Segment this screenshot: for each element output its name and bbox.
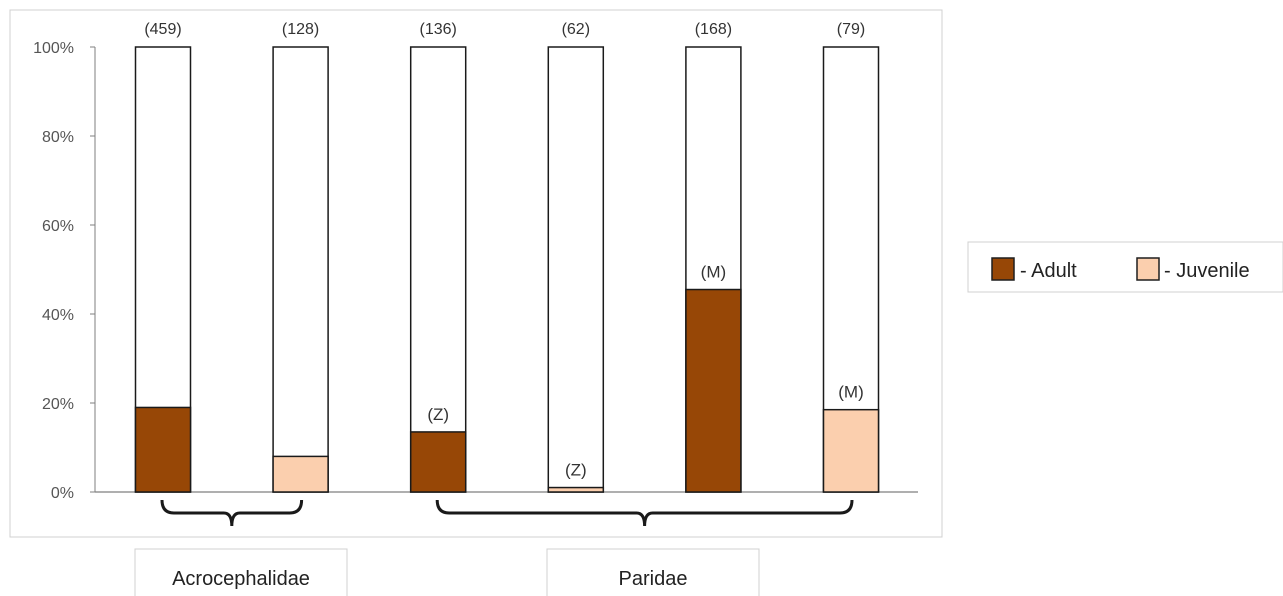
bar-fill-juvenile <box>547 486 605 493</box>
bar-fill-adult <box>409 431 467 493</box>
legend-swatch-adult <box>991 257 1015 281</box>
bars <box>134 46 880 493</box>
y-tick-label: 100% <box>33 40 74 57</box>
y-tick-label: 80% <box>42 129 74 146</box>
bar-count-label: (62) <box>562 21 590 38</box>
bar-fill-juvenile <box>822 408 880 493</box>
y-tick-label: 40% <box>42 307 74 324</box>
group-label-acrocephalidae: Acrocephalidae <box>134 548 348 596</box>
y-axis: 0% 20% 40% 60% 80% 100% <box>33 40 918 502</box>
legend-label-juvenile: - Juvenile <box>1164 260 1250 282</box>
legend-box <box>967 241 1283 293</box>
group-box-paridae <box>546 548 760 596</box>
bar-annotation: (M) <box>838 383 863 402</box>
legend-label-adult: - Adult <box>1020 260 1077 282</box>
bar-count-label: (79) <box>837 21 865 38</box>
bar-annotation: (Z) <box>565 461 587 480</box>
group-braces <box>160 499 854 527</box>
bar-count-label: (136) <box>420 21 457 38</box>
bar-background <box>547 46 605 493</box>
bar-count-label: (128) <box>282 21 319 38</box>
bar-fill-adult <box>134 406 192 493</box>
group-label-paridae: Paridae <box>546 548 760 596</box>
bar-count-label: (459) <box>144 21 181 38</box>
y-tick-label: 0% <box>51 485 74 502</box>
legend-swatch-juvenile <box>1136 257 1160 281</box>
bar-annotation: (Z) <box>427 405 449 424</box>
legend: - Adult - Juvenile <box>967 241 1283 293</box>
group-text-paridae: Paridae <box>619 568 688 590</box>
group-brace <box>160 499 304 527</box>
bar-labels: (459) (128) (136) (Z) (62) (Z) (168) (M) (79) (M) <box>144 21 865 480</box>
bar-fill-juvenile <box>272 455 329 493</box>
bar-count-label: (168) <box>695 21 732 38</box>
y-tick-label: 60% <box>42 218 74 235</box>
y-tick-label: 20% <box>42 396 74 413</box>
group-box-acrocephalidae <box>134 548 348 596</box>
bar-annotation: (M) <box>701 263 726 282</box>
bar-background <box>272 46 329 493</box>
bar-fill-adult <box>685 288 742 493</box>
bar-background <box>409 46 467 493</box>
group-brace <box>435 499 854 527</box>
group-text-acrocephalidae: Acrocephalidae <box>172 568 310 590</box>
